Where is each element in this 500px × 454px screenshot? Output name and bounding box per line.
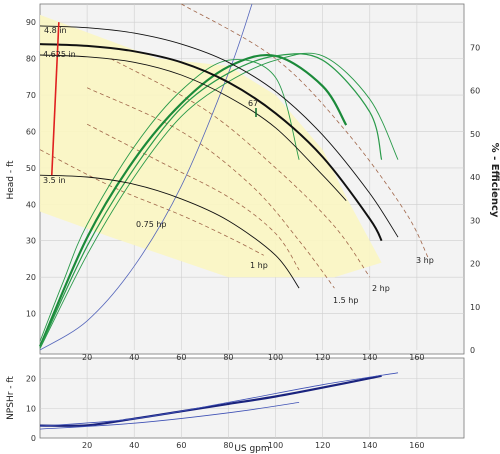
power-label-1-hp: 1 hp bbox=[250, 261, 268, 270]
system-curve bbox=[39, 3, 253, 351]
x-axis-label: US gpm bbox=[234, 444, 269, 454]
x-tick-label: 60 bbox=[176, 353, 186, 362]
power-curve-2 bbox=[86, 87, 335, 289]
y-tick-label: 70 bbox=[26, 91, 36, 100]
efficiency-curve-3 bbox=[39, 52, 399, 349]
head-curve-3 bbox=[39, 174, 300, 289]
tick-labels-layer: 20 40 60 80 100 120 140 16010203040506070809001… bbox=[26, 18, 480, 450]
diameter-marker-layer bbox=[50, 22, 60, 176]
x-tick-label: 100 bbox=[268, 353, 283, 362]
y-tick-label: 10 bbox=[26, 310, 36, 319]
y-axis-label: Head - ft bbox=[6, 160, 16, 200]
efficiency-curve-0 bbox=[39, 59, 300, 342]
power-curve-0 bbox=[39, 149, 264, 256]
head-curve-2 bbox=[39, 54, 347, 202]
y2-tick-label: 30 bbox=[470, 216, 480, 225]
head-curves-layer bbox=[39, 25, 399, 289]
power-curves-layer bbox=[39, 3, 430, 289]
x-tick-label: 20 bbox=[82, 353, 92, 362]
npsh-x-tick-label: 40 bbox=[129, 441, 139, 450]
power-label-3-hp: 3 hp bbox=[416, 256, 434, 265]
system-curve-layer bbox=[39, 3, 253, 351]
npsh-y-tick-label: 0 bbox=[31, 434, 36, 443]
operating-region bbox=[40, 14, 382, 278]
npsh-x-tick-label: 100 bbox=[268, 441, 283, 450]
x-tick-label: 80 bbox=[223, 353, 233, 362]
head-label-4-8-in: 4.8 in bbox=[44, 26, 67, 35]
npsh-panel-grid bbox=[40, 358, 464, 438]
power-curve-3 bbox=[110, 58, 371, 278]
head-curve-1 bbox=[39, 43, 383, 242]
y2-tick-label: 40 bbox=[470, 173, 480, 182]
x-tick-label: 40 bbox=[129, 353, 139, 362]
y-tick-label: 40 bbox=[26, 200, 36, 209]
npsh-x-tick-label: 80 bbox=[223, 441, 233, 450]
head-curve-0 bbox=[39, 25, 399, 238]
y2-tick-label: 70 bbox=[470, 43, 480, 52]
y2-tick-label: 50 bbox=[470, 130, 480, 139]
npsh-curve-0 bbox=[39, 374, 382, 427]
diameter-range-marker bbox=[50, 22, 60, 176]
y2-tick-label: 10 bbox=[470, 303, 480, 312]
y2-tick-label: 60 bbox=[470, 87, 480, 96]
npsh-x-tick-label: 160 bbox=[409, 441, 424, 450]
head-label-4-625-in: 4.625 in bbox=[43, 50, 76, 59]
efficiency-curve-1 bbox=[38, 54, 348, 347]
y2-axis-label: % - Efficiency bbox=[489, 143, 500, 218]
x-tick-label: 140 bbox=[362, 353, 377, 362]
y-tick-label: 50 bbox=[26, 164, 36, 173]
npsh-y-tick-label: 20 bbox=[26, 375, 36, 384]
npsh-x-tick-label: 20 bbox=[82, 441, 92, 450]
npsh-curve-2 bbox=[39, 372, 399, 427]
efficiency-annotation-67: 67 bbox=[248, 99, 258, 108]
npsh-y-tick-label: 10 bbox=[26, 404, 36, 413]
power-label-0-75-hp: 0.75 hp bbox=[136, 220, 167, 229]
power-curve-4 bbox=[181, 3, 430, 260]
npsh-x-tick-label: 120 bbox=[315, 441, 330, 450]
head-label-3-5-in: 3.5 in bbox=[43, 176, 66, 185]
y-tick-label: 80 bbox=[26, 55, 36, 64]
power-label-1-5-hp: 1.5 hp bbox=[333, 296, 358, 305]
npsh-y-axis-label: NPSHr - ft bbox=[6, 376, 16, 420]
y2-tick-label: 0 bbox=[470, 346, 475, 355]
y-tick-label: 60 bbox=[26, 127, 36, 136]
y-tick-label: 90 bbox=[26, 18, 36, 27]
npsh-curve-1 bbox=[39, 402, 300, 430]
power-label-2-hp: 2 hp bbox=[372, 284, 390, 293]
y-tick-label: 20 bbox=[26, 273, 36, 282]
y2-tick-label: 20 bbox=[470, 260, 480, 269]
x-tick-label: 160 bbox=[409, 353, 424, 362]
power-curve-1 bbox=[86, 123, 300, 271]
npsh-x-tick-label: 140 bbox=[362, 441, 377, 450]
x-tick-label: 120 bbox=[315, 353, 330, 362]
npsh-curves-layer bbox=[39, 372, 399, 430]
operating-region-layer bbox=[40, 14, 382, 278]
y-tick-label: 30 bbox=[26, 237, 36, 246]
npsh-x-tick-label: 60 bbox=[176, 441, 186, 450]
